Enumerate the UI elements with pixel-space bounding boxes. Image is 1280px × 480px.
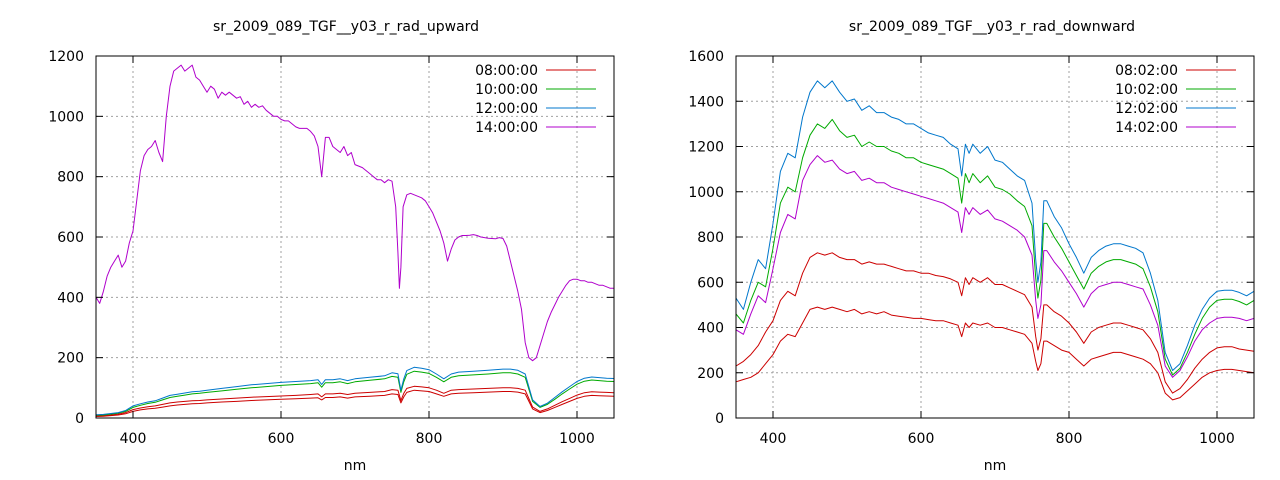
x-tick-label-0: 400 [120,431,147,447]
y-tick-label-6: 1200 [688,140,724,156]
chart-title: sr_2009_089_TGF__y03_r_rad_downward [849,19,1135,35]
x-axis-label: nm [984,458,1007,474]
y-tick-label-6: 1200 [48,49,84,65]
x-tick-label-2: 800 [416,431,443,447]
series-line-0 [735,306,1255,401]
y-tick-label-2: 400 [697,321,724,337]
y-tick-label-2: 400 [57,290,84,306]
legend-label-3: 14:02:00 [1115,120,1178,136]
legend-label-1: 10:00:00 [475,82,538,98]
series-line-3 [735,80,1255,371]
series-line-2 [95,370,615,416]
legend-label-0: 08:02:00 [1115,63,1178,79]
chart-downward: 400 600 800 1000 0 200 400 600 800 1000 1200 1400 16… [688,19,1255,474]
y-tick-label-0: 0 [75,411,84,427]
chart-upward: 400 600 800 1000 0 200 400 600 800 1000 1200 sr_200… [48,19,615,474]
y-tick-label-3: 600 [57,230,84,246]
x-tick-label-2: 800 [1056,431,1083,447]
series-line-4 [95,64,614,362]
y-tick-label-8: 1600 [688,49,724,65]
legend-label-0: 08:00:00 [475,63,538,79]
y-tick-label-3: 600 [697,275,724,291]
series-line-2 [735,118,1255,376]
y-tick-label-4: 800 [57,170,84,186]
y-tick-label-1: 200 [697,366,724,382]
x-axis-label: nm [344,458,367,474]
x-tick-label-1: 600 [268,431,295,447]
y-tick-label-4: 800 [697,230,724,246]
y-tick-label-5: 1000 [48,109,84,125]
x-tick-label-0: 400 [760,431,787,447]
x-tick-label-1: 600 [908,431,935,447]
series-line-1 [95,385,615,417]
legend-label-2: 12:02:00 [1115,101,1178,117]
legend-label-2: 12:00:00 [475,101,538,117]
legend-label-3: 14:00:00 [475,120,538,136]
y-tick-label-0: 0 [715,411,724,427]
y-tick-label-1: 200 [57,351,84,367]
chart-title: sr_2009_089_TGF__y03_r_rad_upward [213,19,479,35]
series-line-0 [95,389,615,417]
series-line-4 [735,155,1255,378]
series-line-3 [95,366,615,416]
series-line-1 [735,252,1255,394]
y-tick-label-5: 1000 [688,185,724,201]
legend-label-1: 10:02:00 [1115,82,1178,98]
x-tick-label-3: 1000 [559,431,595,447]
x-tick-label-3: 1000 [1199,431,1235,447]
y-tick-label-7: 1400 [688,94,724,110]
